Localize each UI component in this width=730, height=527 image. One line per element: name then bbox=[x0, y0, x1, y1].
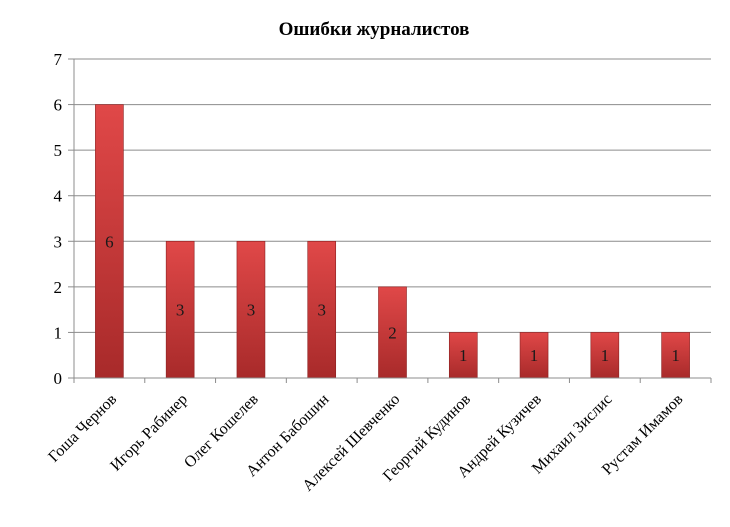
y-tick-labels: 0 1 2 3 4 5 6 7 bbox=[54, 50, 63, 388]
chart-title: Ошибки журналистов bbox=[279, 19, 470, 40]
bars bbox=[95, 104, 690, 379]
data-labels: 6 3 3 3 2 1 1 1 1 bbox=[105, 232, 680, 365]
data-label: 1 bbox=[601, 346, 610, 365]
data-label: 3 bbox=[317, 301, 326, 320]
bar bbox=[590, 332, 620, 379]
axes bbox=[68, 58, 712, 383]
y-tick-label: 4 bbox=[54, 187, 63, 206]
data-label: 1 bbox=[459, 346, 468, 365]
x-tick-label: Олег Кошелев bbox=[181, 390, 262, 471]
bar bbox=[519, 332, 549, 379]
data-label: 2 bbox=[388, 323, 397, 342]
data-label: 1 bbox=[530, 346, 539, 365]
bar bbox=[378, 286, 407, 379]
data-label: 3 bbox=[247, 301, 256, 320]
bar bbox=[448, 332, 478, 379]
x-tick-label: Игорь Рабинер bbox=[107, 391, 191, 475]
bar bbox=[307, 240, 337, 379]
y-tick-label: 6 bbox=[54, 96, 63, 115]
bar bbox=[236, 240, 266, 379]
y-tick-label: 3 bbox=[54, 232, 63, 251]
y-tick-label: 2 bbox=[54, 278, 63, 297]
data-label: 6 bbox=[105, 232, 114, 251]
y-tick-label: 5 bbox=[54, 141, 63, 160]
y-tick-label: 0 bbox=[54, 369, 63, 388]
bar bbox=[165, 240, 195, 379]
data-label: 3 bbox=[176, 301, 185, 320]
x-tick-label: Гоша Чернов bbox=[45, 390, 120, 465]
y-tick-label: 1 bbox=[54, 323, 63, 342]
y-tick-label: 7 bbox=[54, 50, 63, 69]
data-label: 1 bbox=[671, 346, 680, 365]
